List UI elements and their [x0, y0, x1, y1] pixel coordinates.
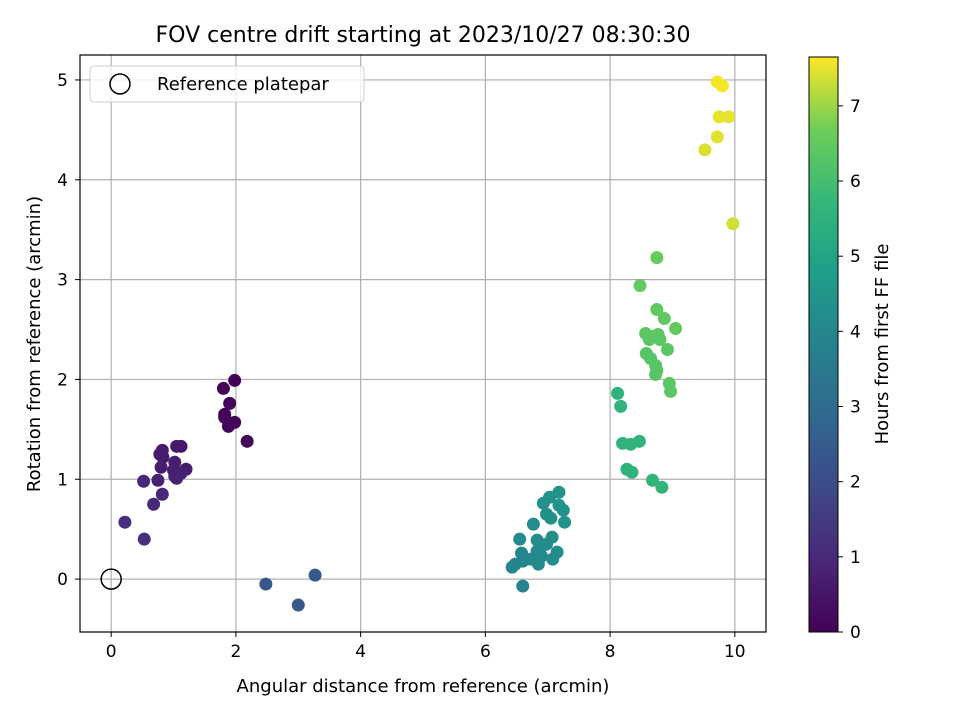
- colorbar-tick-label: 7: [850, 97, 861, 117]
- data-points: [118, 75, 740, 612]
- grid-lines: [80, 55, 766, 632]
- legend: Reference platepar: [89, 65, 365, 103]
- x-axis-ticks: 0 2 4 6 8 10: [106, 632, 746, 662]
- y-axis-label: Rotation from reference (arcmin): [24, 196, 45, 492]
- data-point: [624, 437, 638, 451]
- colorbar-tick-label: 6: [850, 172, 861, 192]
- colorbar-gradient: [808, 56, 839, 633]
- y-tick-label: 2: [57, 370, 68, 390]
- colorbar-label: Hours from first FF file: [872, 244, 893, 445]
- colorbar-tick-label: 5: [850, 247, 861, 267]
- data-point: [710, 130, 724, 144]
- data-point: [308, 568, 322, 582]
- y-tick-label: 4: [57, 171, 68, 191]
- data-point: [137, 532, 151, 546]
- data-point: [259, 577, 273, 591]
- y-tick-label: 5: [57, 71, 68, 91]
- colorbar-ticks: 0 1 2 3 4 5 6 7: [838, 97, 861, 643]
- x-axis-label: Angular distance from reference (arcmin): [237, 676, 610, 697]
- plot-frame: [79, 54, 767, 633]
- data-point: [147, 497, 161, 511]
- legend-box: [89, 65, 365, 103]
- data-point: [655, 480, 669, 494]
- data-point: [650, 303, 664, 317]
- data-point: [657, 312, 671, 326]
- data-point: [649, 367, 663, 381]
- data-point: [223, 396, 237, 410]
- reference-platepar-marker: [100, 568, 122, 590]
- data-point: [611, 386, 625, 400]
- x-tick-label: 2: [230, 642, 241, 662]
- x-tick-label: 4: [355, 642, 366, 662]
- reference-marker-layer: [100, 568, 122, 590]
- chart-title: FOV centre drift starting at 2023/10/27 …: [156, 23, 691, 48]
- data-point: [660, 342, 674, 356]
- data-point: [669, 322, 683, 336]
- data-point: [664, 384, 678, 398]
- x-tick-label: 6: [480, 642, 491, 662]
- data-point: [726, 217, 740, 231]
- data-point: [170, 439, 184, 453]
- data-point: [653, 333, 667, 347]
- data-point: [536, 496, 550, 510]
- data-point: [513, 532, 527, 546]
- data-point: [228, 373, 242, 387]
- data-point: [650, 251, 664, 265]
- y-axis-ticks: 0 1 2 3 4 5: [57, 71, 80, 590]
- data-point: [151, 473, 165, 487]
- x-tick-label: 8: [605, 642, 616, 662]
- y-tick-label: 1: [57, 470, 68, 490]
- data-point: [715, 79, 729, 93]
- legend-entry: Reference platepar: [157, 74, 329, 95]
- data-point: [625, 465, 639, 479]
- data-point: [118, 515, 132, 529]
- data-point: [544, 511, 558, 525]
- colorbar-tick-label: 2: [850, 473, 861, 493]
- data-point: [645, 473, 659, 487]
- data-point: [698, 143, 712, 157]
- data-point: [531, 557, 545, 571]
- data-point: [633, 279, 647, 293]
- data-point: [155, 487, 169, 501]
- x-tick-label: 10: [724, 642, 746, 662]
- colorbar: 0 1 2 3 4 5 6 7 Hours from first FF file: [808, 56, 893, 643]
- colorbar-tick-label: 4: [850, 322, 861, 342]
- data-point: [170, 471, 184, 485]
- data-point: [291, 598, 305, 612]
- y-tick-label: 0: [57, 570, 68, 590]
- colorbar-tick-label: 0: [850, 623, 861, 643]
- data-point: [558, 515, 572, 529]
- data-point: [137, 474, 151, 488]
- data-point: [216, 381, 230, 395]
- data-point: [516, 579, 530, 593]
- legend-hollow-circle-icon: [109, 73, 131, 95]
- data-point: [722, 110, 736, 124]
- data-point: [154, 460, 168, 474]
- colorbar-tick-label: 3: [850, 398, 861, 418]
- data-point: [712, 110, 726, 124]
- data-point: [556, 503, 570, 517]
- data-point: [546, 552, 560, 566]
- y-tick-label: 3: [57, 271, 68, 291]
- data-point: [221, 419, 235, 433]
- data-point: [240, 434, 254, 448]
- data-point: [505, 560, 519, 574]
- data-point: [156, 450, 170, 464]
- data-point: [526, 517, 540, 531]
- data-point: [614, 399, 628, 413]
- data-point: [642, 333, 656, 347]
- x-tick-label: 0: [106, 642, 117, 662]
- colorbar-tick-label: 1: [850, 548, 861, 568]
